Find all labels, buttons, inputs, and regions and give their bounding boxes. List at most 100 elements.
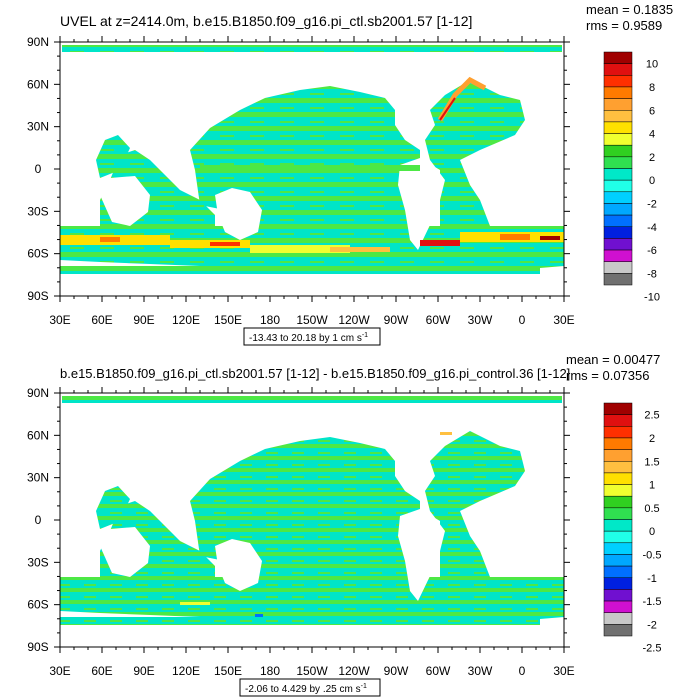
panel-2-x-tick-label: 120W: [338, 664, 370, 678]
panel-1-y-tick-label: 60S: [27, 247, 48, 261]
panel-2-range-box: -2.06 to 4.429 by .25 cm s-1: [239, 678, 381, 697]
panel-1-title: UVEL at z=2414.0m, b.e15.B1850.f09_g16.p…: [60, 13, 472, 29]
panel-1-x-tick-label: 60W: [426, 313, 451, 327]
panel-1-colorbar-swatch: [603, 75, 633, 88]
panel-2-colorbar-label: -2: [647, 619, 657, 631]
panel-2-colorbar-swatch: [603, 472, 633, 485]
panel-2-y-tick-label: 60N: [27, 428, 49, 442]
panel-1-colorbar-label: -2: [647, 198, 657, 210]
panel-2-colorbar-swatch: [603, 437, 633, 450]
south-america-land-2: [398, 509, 440, 601]
panel-1-colorbar-swatch: [603, 191, 633, 204]
panel-1-colorbar-label: -6: [647, 245, 657, 257]
panel-1-colorbar-swatch: [603, 261, 633, 274]
panel-2-x-tick-label: 180: [260, 664, 280, 678]
panel-2-range-sup: -1: [361, 683, 367, 690]
panel-1-map: [60, 42, 564, 296]
panel-1-colorbar-label: 4: [649, 129, 655, 141]
panel-1-colorbar-label: -10: [644, 292, 660, 304]
panel-1-y-tick-label: 60N: [27, 77, 49, 91]
panel-1-x-tick-label: 90W: [384, 313, 409, 327]
panel-2-colorbar-swatch: [603, 565, 633, 578]
panel-1-colorbar-label: 8: [649, 82, 655, 94]
panel-2-colorbar-swatch: [603, 600, 633, 613]
panel-1-x-tick-label: 120E: [172, 313, 200, 327]
panel-1-x-tick-label: 30E: [49, 313, 70, 327]
panel-1-y-tick-label: 0: [35, 162, 42, 176]
panel-1-range-sup: -1: [362, 332, 368, 339]
panel-2-y-tick-label: 90N: [27, 386, 49, 400]
panel-1-colorbar-swatch: [603, 203, 633, 216]
panel-1-colorbar-swatch: [603, 98, 633, 111]
panel-2-colorbar-swatch: [603, 402, 633, 415]
panel-2-title: b.e15.B1850.f09_g16.pi_ctl.sb2001.57 [1-…: [60, 366, 570, 381]
panel-1-colorbar-swatch: [603, 51, 633, 64]
panel-2: b.e15.B1850.f09_g16.pi_ctl.sb2001.57 [1-…: [27, 352, 662, 697]
panel-1-x-tick-label: 150E: [214, 313, 242, 327]
panel-2-range-label: -2.06 to 4.429 by .25 cm s: [245, 684, 361, 695]
panel-2-colorbar-swatch: [603, 542, 633, 555]
panel-1-colorbar-swatch: [603, 156, 633, 169]
panel-1-x-tick-label: 30W: [468, 313, 493, 327]
pacific-ocean: [190, 86, 420, 226]
panel-2-colorbar-swatch: [603, 519, 633, 532]
panel-1-colorbar-label: 10: [646, 59, 658, 71]
panel-2-x-tick-label: 30W: [468, 664, 493, 678]
panel-1-colorbar-swatch: [603, 63, 633, 76]
atlantic-ocean: [425, 80, 525, 226]
panel-2-colorbar-label: 0.5: [644, 503, 659, 515]
panel-1-colorbar-label: 0: [649, 175, 655, 187]
panel-1-colorbar-swatch: [603, 179, 633, 193]
panel-1-colorbar-swatch: [603, 133, 633, 146]
panel-2-y-tick-label: 60S: [27, 598, 48, 612]
atlantic-ocean-2: [425, 431, 525, 577]
panel-2-colorbar-label: -0.5: [643, 549, 662, 561]
arctic-strip-2: [62, 396, 562, 403]
panel-1-colorbar-swatch: [603, 226, 633, 239]
panel-2-x-tick-label: 150W: [296, 664, 328, 678]
panel-1-colorbar-label: 6: [649, 105, 655, 117]
panel-2-colorbar-label: -1: [647, 573, 657, 585]
panel-1-colorbar-swatch: [603, 214, 633, 228]
panel-2-x-tick-label: 60W: [426, 664, 451, 678]
panel-2-y-tick-label: 0: [35, 513, 42, 527]
panel-2-map: [60, 393, 564, 647]
panel-2-x-tick-label: 30E: [49, 664, 70, 678]
arabian-sea: [96, 135, 130, 178]
panel-1-colorbar-swatch: [603, 273, 633, 286]
panel-1-rms: rms = 0.9589: [586, 18, 662, 33]
panel-2-x-tick-label: 90E: [133, 664, 154, 678]
panel-1-colorbar-swatch: [603, 121, 633, 134]
panel-2-x-tick-label: 150E: [214, 664, 242, 678]
panel-2-colorbar-swatch: [603, 449, 633, 462]
australia-land-2: [215, 539, 262, 591]
antarctic-coastal-strip: [60, 266, 540, 274]
south-america-land: [398, 158, 440, 250]
svg-text:-2.06 to 4.429 by .25 cm s-1: -2.06 to 4.429 by .25 cm s-1: [245, 683, 367, 695]
panel-2-colorbar-swatch: [603, 577, 633, 590]
panel-2-x-tick-label: 120E: [172, 664, 200, 678]
svg-text:-13.43 to 20.18 by 1 cm s-1: -13.43 to 20.18 by 1 cm s-1: [249, 332, 368, 344]
panel-2-colorbar-swatch: [603, 624, 633, 637]
australia-land: [215, 188, 262, 240]
equatorial-band: [200, 165, 420, 171]
panel-2-y-tick-label: 30S: [27, 555, 48, 569]
acc-jet: [60, 232, 564, 253]
arctic-strip: [62, 45, 562, 52]
panel-1-colorbar-swatch: [603, 238, 633, 251]
panel-2-colorbar-label: 0: [649, 526, 655, 538]
panel-2-mean: mean = 0.00477: [566, 352, 660, 367]
panel-2-colorbar-swatch: [603, 484, 633, 497]
panel-1-x-tick-label: 60E: [91, 313, 112, 327]
panel-2-colorbar-swatch: [603, 495, 633, 509]
panel-2-x-tick-label: 60E: [91, 664, 112, 678]
panel-2-colorbar-label: 1.5: [644, 456, 659, 468]
panel-1-colorbar-label: -4: [647, 222, 657, 234]
panel-1-x-tick-label: 150W: [296, 313, 328, 327]
panel-2-colorbar-label: 2: [649, 433, 655, 445]
panel-2-x-tick-label: 30E: [553, 664, 574, 678]
panel-1-x-tick-label: 30E: [553, 313, 574, 327]
panel-1-colorbar-swatch: [603, 110, 633, 123]
panel-2-colorbar-label: 2.5: [644, 410, 659, 422]
